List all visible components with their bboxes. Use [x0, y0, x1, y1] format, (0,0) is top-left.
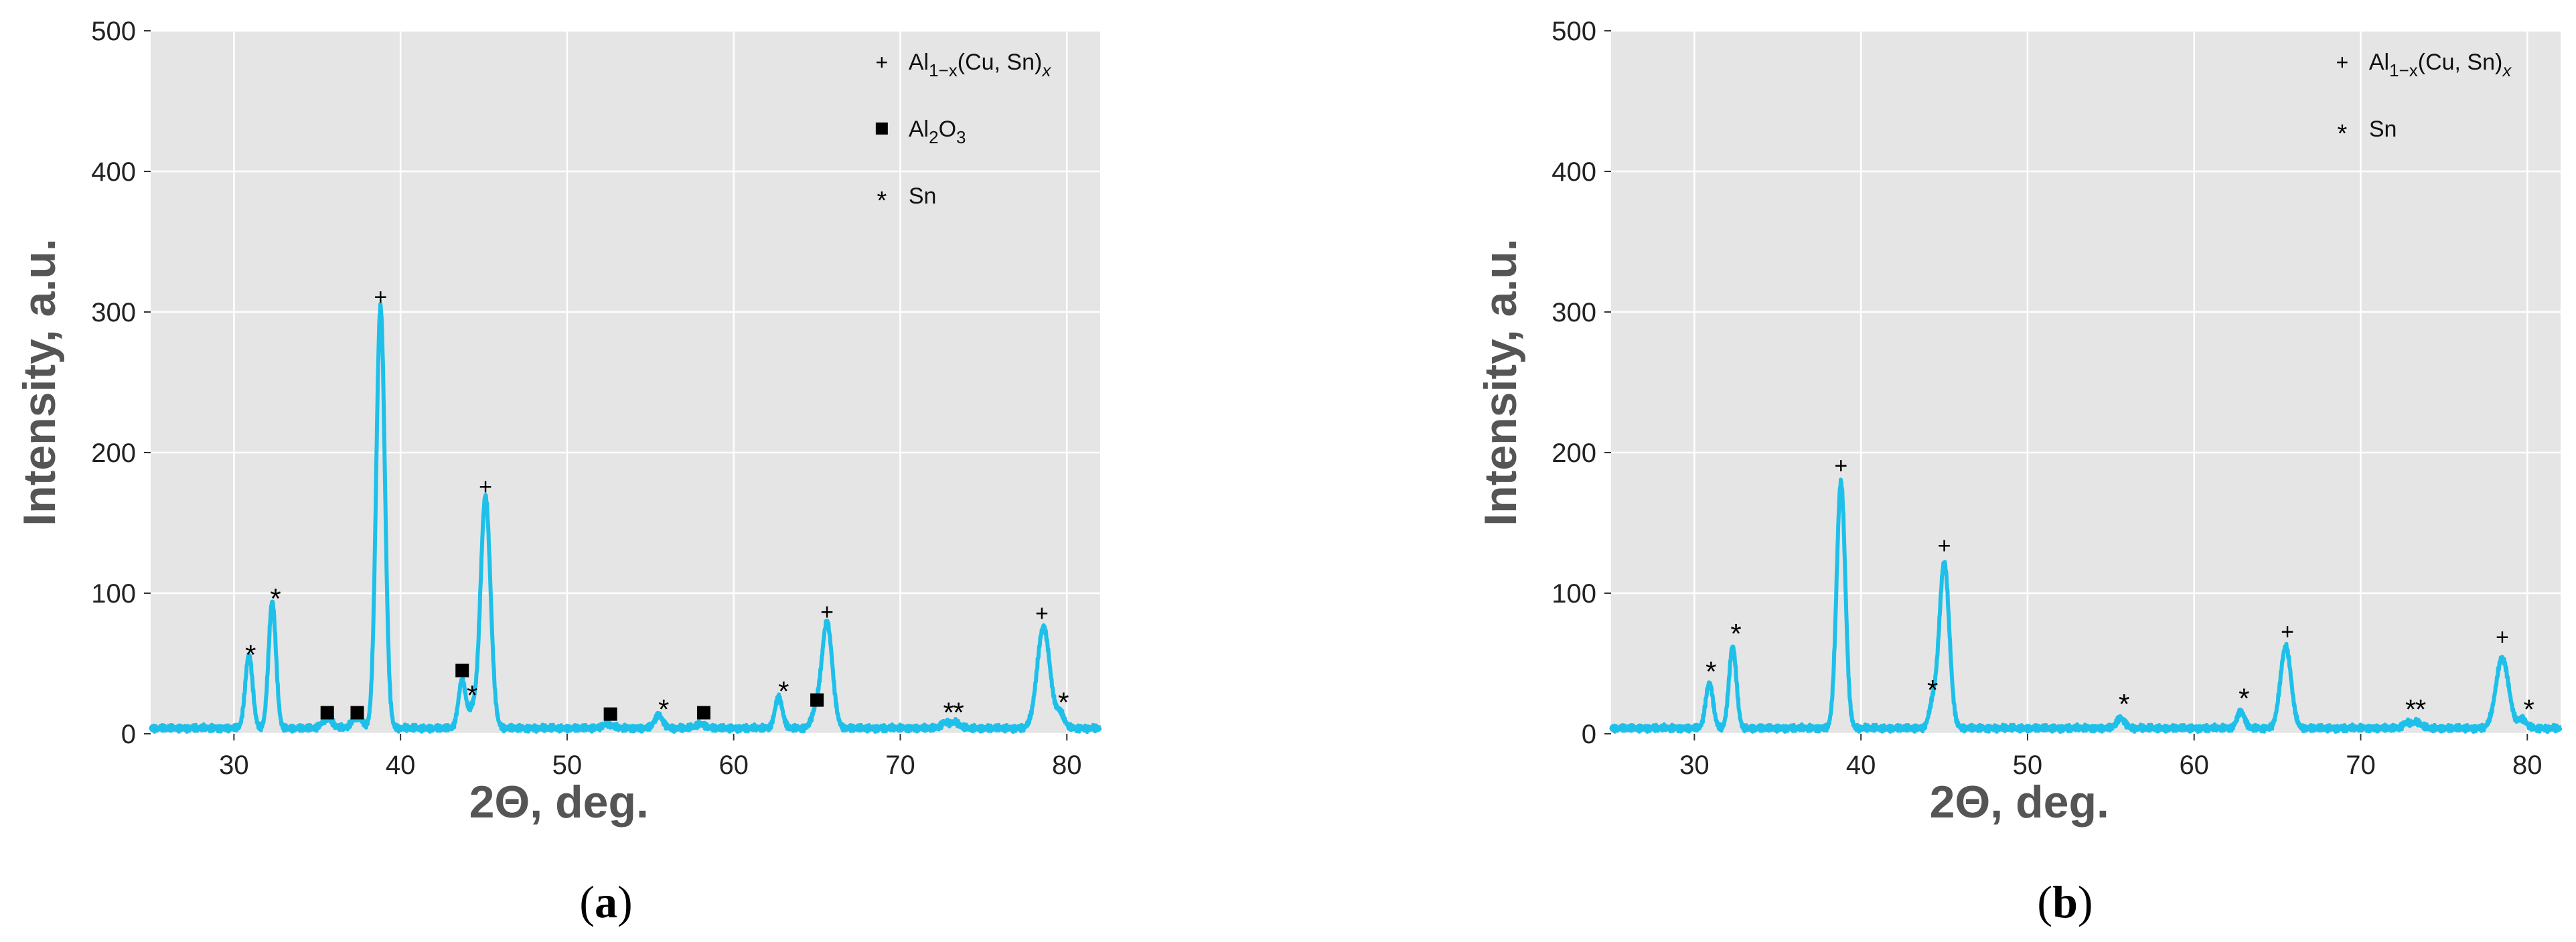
y-tick-label: 200	[1551, 439, 1596, 468]
chart-panel-a: 0 100 200 300 400 500 30 40 50 60 70 80 2Θ, deg. Inte…	[14, 17, 1102, 927]
sn-peak-marker: *	[1927, 674, 1938, 706]
y-axis-title: Intensity, a.u.	[1475, 238, 1526, 526]
legend-label: Sn	[909, 183, 937, 209]
sn-peak-marker: *	[943, 696, 954, 728]
x-tick-label: 50	[552, 751, 583, 780]
legend-label: Sn	[2369, 116, 2397, 142]
y-tick-label: 500	[91, 17, 136, 46]
sn-peak-marker: *	[467, 680, 477, 711]
al-phase-peak-marker: +	[1938, 534, 1951, 559]
panel-label: (a)	[579, 876, 632, 927]
x-tick-label: 80	[2512, 751, 2543, 780]
legend-symbol: +	[2336, 50, 2349, 74]
al2o3-peak-marker	[603, 707, 617, 721]
diffraction-line	[149, 302, 1102, 734]
sn-peak-marker: *	[1058, 687, 1069, 718]
al2o3-peak-marker	[455, 663, 469, 678]
al2o3-peak-marker	[320, 706, 334, 720]
panel-label: (b)	[2037, 876, 2093, 927]
al2o3-peak-marker	[810, 693, 824, 707]
al-phase-peak-marker: +	[2281, 619, 2294, 645]
diffraction-line	[1609, 477, 2563, 734]
legend-symbol: *	[877, 187, 887, 215]
legend-label: Al1−x(Cu, Sn)x	[909, 50, 1051, 80]
sn-peak-marker: *	[270, 582, 281, 614]
x-tick-label: 50	[2013, 751, 2043, 780]
x-tick-label: 70	[2346, 751, 2376, 780]
y-tick-label: 0	[1582, 720, 1596, 749]
legend-label: Al2O3	[909, 116, 966, 147]
plot-background	[151, 31, 1100, 734]
x-tick-label: 70	[885, 751, 915, 780]
x-tick-label: 60	[2179, 751, 2209, 780]
x-axis-title: 2Θ, deg.	[1930, 777, 2109, 828]
y-tick-label: 100	[91, 579, 136, 609]
plot-background	[1611, 31, 2561, 734]
al-phase-peak-marker: +	[820, 599, 834, 625]
legend-symbol: *	[2337, 120, 2347, 148]
al-phase-peak-marker: +	[1035, 601, 1049, 627]
x-tick-label: 40	[1846, 751, 1876, 780]
x-tick-label: 80	[1052, 751, 1082, 780]
sn-peak-marker: *	[953, 696, 964, 728]
y-tick-label: 0	[121, 720, 136, 749]
al-phase-peak-marker: +	[2496, 625, 2509, 650]
sn-peak-marker: *	[2239, 682, 2249, 714]
sn-peak-marker: *	[778, 676, 789, 707]
sn-peak-marker: *	[2415, 694, 2426, 725]
sn-peak-marker: *	[1706, 656, 1716, 688]
al2o3-peak-marker	[696, 706, 710, 720]
x-tick-label: 60	[718, 751, 749, 780]
sn-peak-marker: *	[2119, 688, 2129, 720]
x-tick-label: 40	[386, 751, 416, 780]
chart-panel-b: 0 100 200 300 400 500 30 40 50 60 70 80 2Θ, deg. Inte…	[1475, 17, 2563, 927]
x-tick-label: 30	[1679, 751, 1710, 780]
al-phase-peak-marker: +	[1834, 453, 1847, 479]
al2o3-peak-marker	[350, 706, 364, 720]
sn-peak-marker: *	[658, 694, 669, 725]
sn-peak-marker: *	[2524, 694, 2534, 725]
y-tick-label: 300	[91, 298, 136, 327]
al-phase-peak-marker: +	[479, 475, 492, 500]
legend-symbol: +	[876, 50, 889, 74]
x-axis-title: 2Θ, deg.	[469, 777, 649, 828]
y-tick-label: 400	[91, 157, 136, 187]
y-tick-label: 500	[1551, 17, 1596, 46]
legend-symbol	[875, 123, 888, 135]
y-tick-label: 400	[1551, 157, 1596, 187]
y-tick-label: 100	[1551, 579, 1596, 609]
y-tick-label: 300	[1551, 298, 1596, 327]
sn-peak-marker: *	[1730, 618, 1741, 649]
y-tick-label: 200	[91, 439, 136, 468]
sn-peak-marker: *	[2405, 694, 2416, 725]
sn-peak-marker: *	[245, 639, 256, 670]
y-axis-title: Intensity, a.u.	[14, 238, 65, 526]
legend-label: Al1−x(Cu, Sn)x	[2369, 50, 2512, 80]
x-tick-label: 30	[219, 751, 249, 780]
al-phase-peak-marker: +	[374, 285, 387, 310]
